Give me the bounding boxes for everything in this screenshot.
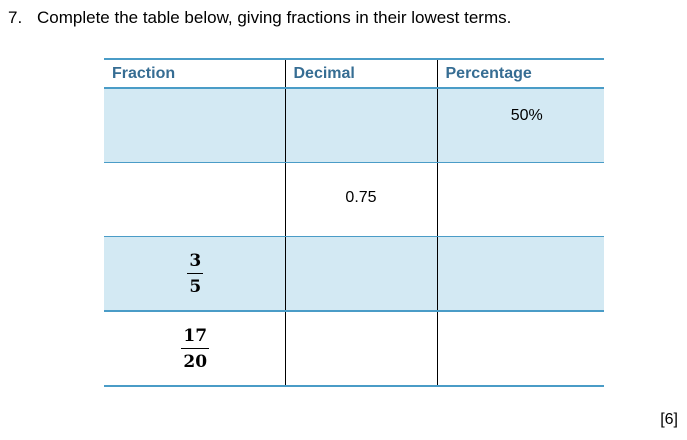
fraction-answer-cell[interactable] (104, 162, 285, 237)
fraction-cell: 3 5 (104, 236, 285, 312)
question-prompt: Complete the table below, giving fractio… (37, 8, 512, 27)
marks-total: [6] (660, 411, 678, 428)
percentage-answer-cell[interactable] (436, 162, 604, 237)
decimal-answer-cell[interactable] (284, 236, 437, 312)
header-row: Fraction Decimal Percentage (104, 58, 604, 89)
percentage-answer-cell[interactable] (436, 311, 604, 387)
table-row: 50% (104, 88, 604, 163)
percentage-answer-cell[interactable] (436, 236, 604, 312)
percentage-cell: 50% (436, 88, 604, 163)
header-decimal: Decimal (284, 58, 437, 89)
question-number: 7. (8, 8, 23, 27)
fraction-numerator: 17 (183, 325, 208, 346)
fraction-denominator: 20 (183, 351, 208, 372)
decimal-cell: 0.75 (284, 162, 437, 237)
header-fraction: Fraction (104, 58, 285, 89)
fraction-numerator: 3 (189, 250, 202, 271)
table-row: 3 5 (104, 236, 604, 312)
fraction-answer-cell[interactable] (104, 88, 285, 163)
header-percentage: Percentage (436, 58, 604, 89)
percentage-value: 50% (510, 106, 543, 124)
fraction-value: 3 5 (187, 250, 204, 297)
decimal-answer-cell[interactable] (284, 88, 437, 163)
question-text: 7. Complete the table below, giving fract… (8, 7, 511, 29)
table-row: 17 20 (104, 311, 604, 387)
fraction-denominator: 5 (189, 276, 202, 297)
conversion-table: Fraction Decimal Percentage 50% 0.75 3 (104, 58, 604, 387)
decimal-answer-cell[interactable] (284, 311, 437, 387)
decimal-value: 0.75 (345, 188, 377, 206)
fraction-value: 17 20 (181, 325, 210, 372)
fraction-bar (187, 272, 204, 274)
table-row: 0.75 (104, 162, 604, 237)
fraction-cell: 17 20 (104, 311, 285, 387)
fraction-bar (181, 347, 210, 349)
